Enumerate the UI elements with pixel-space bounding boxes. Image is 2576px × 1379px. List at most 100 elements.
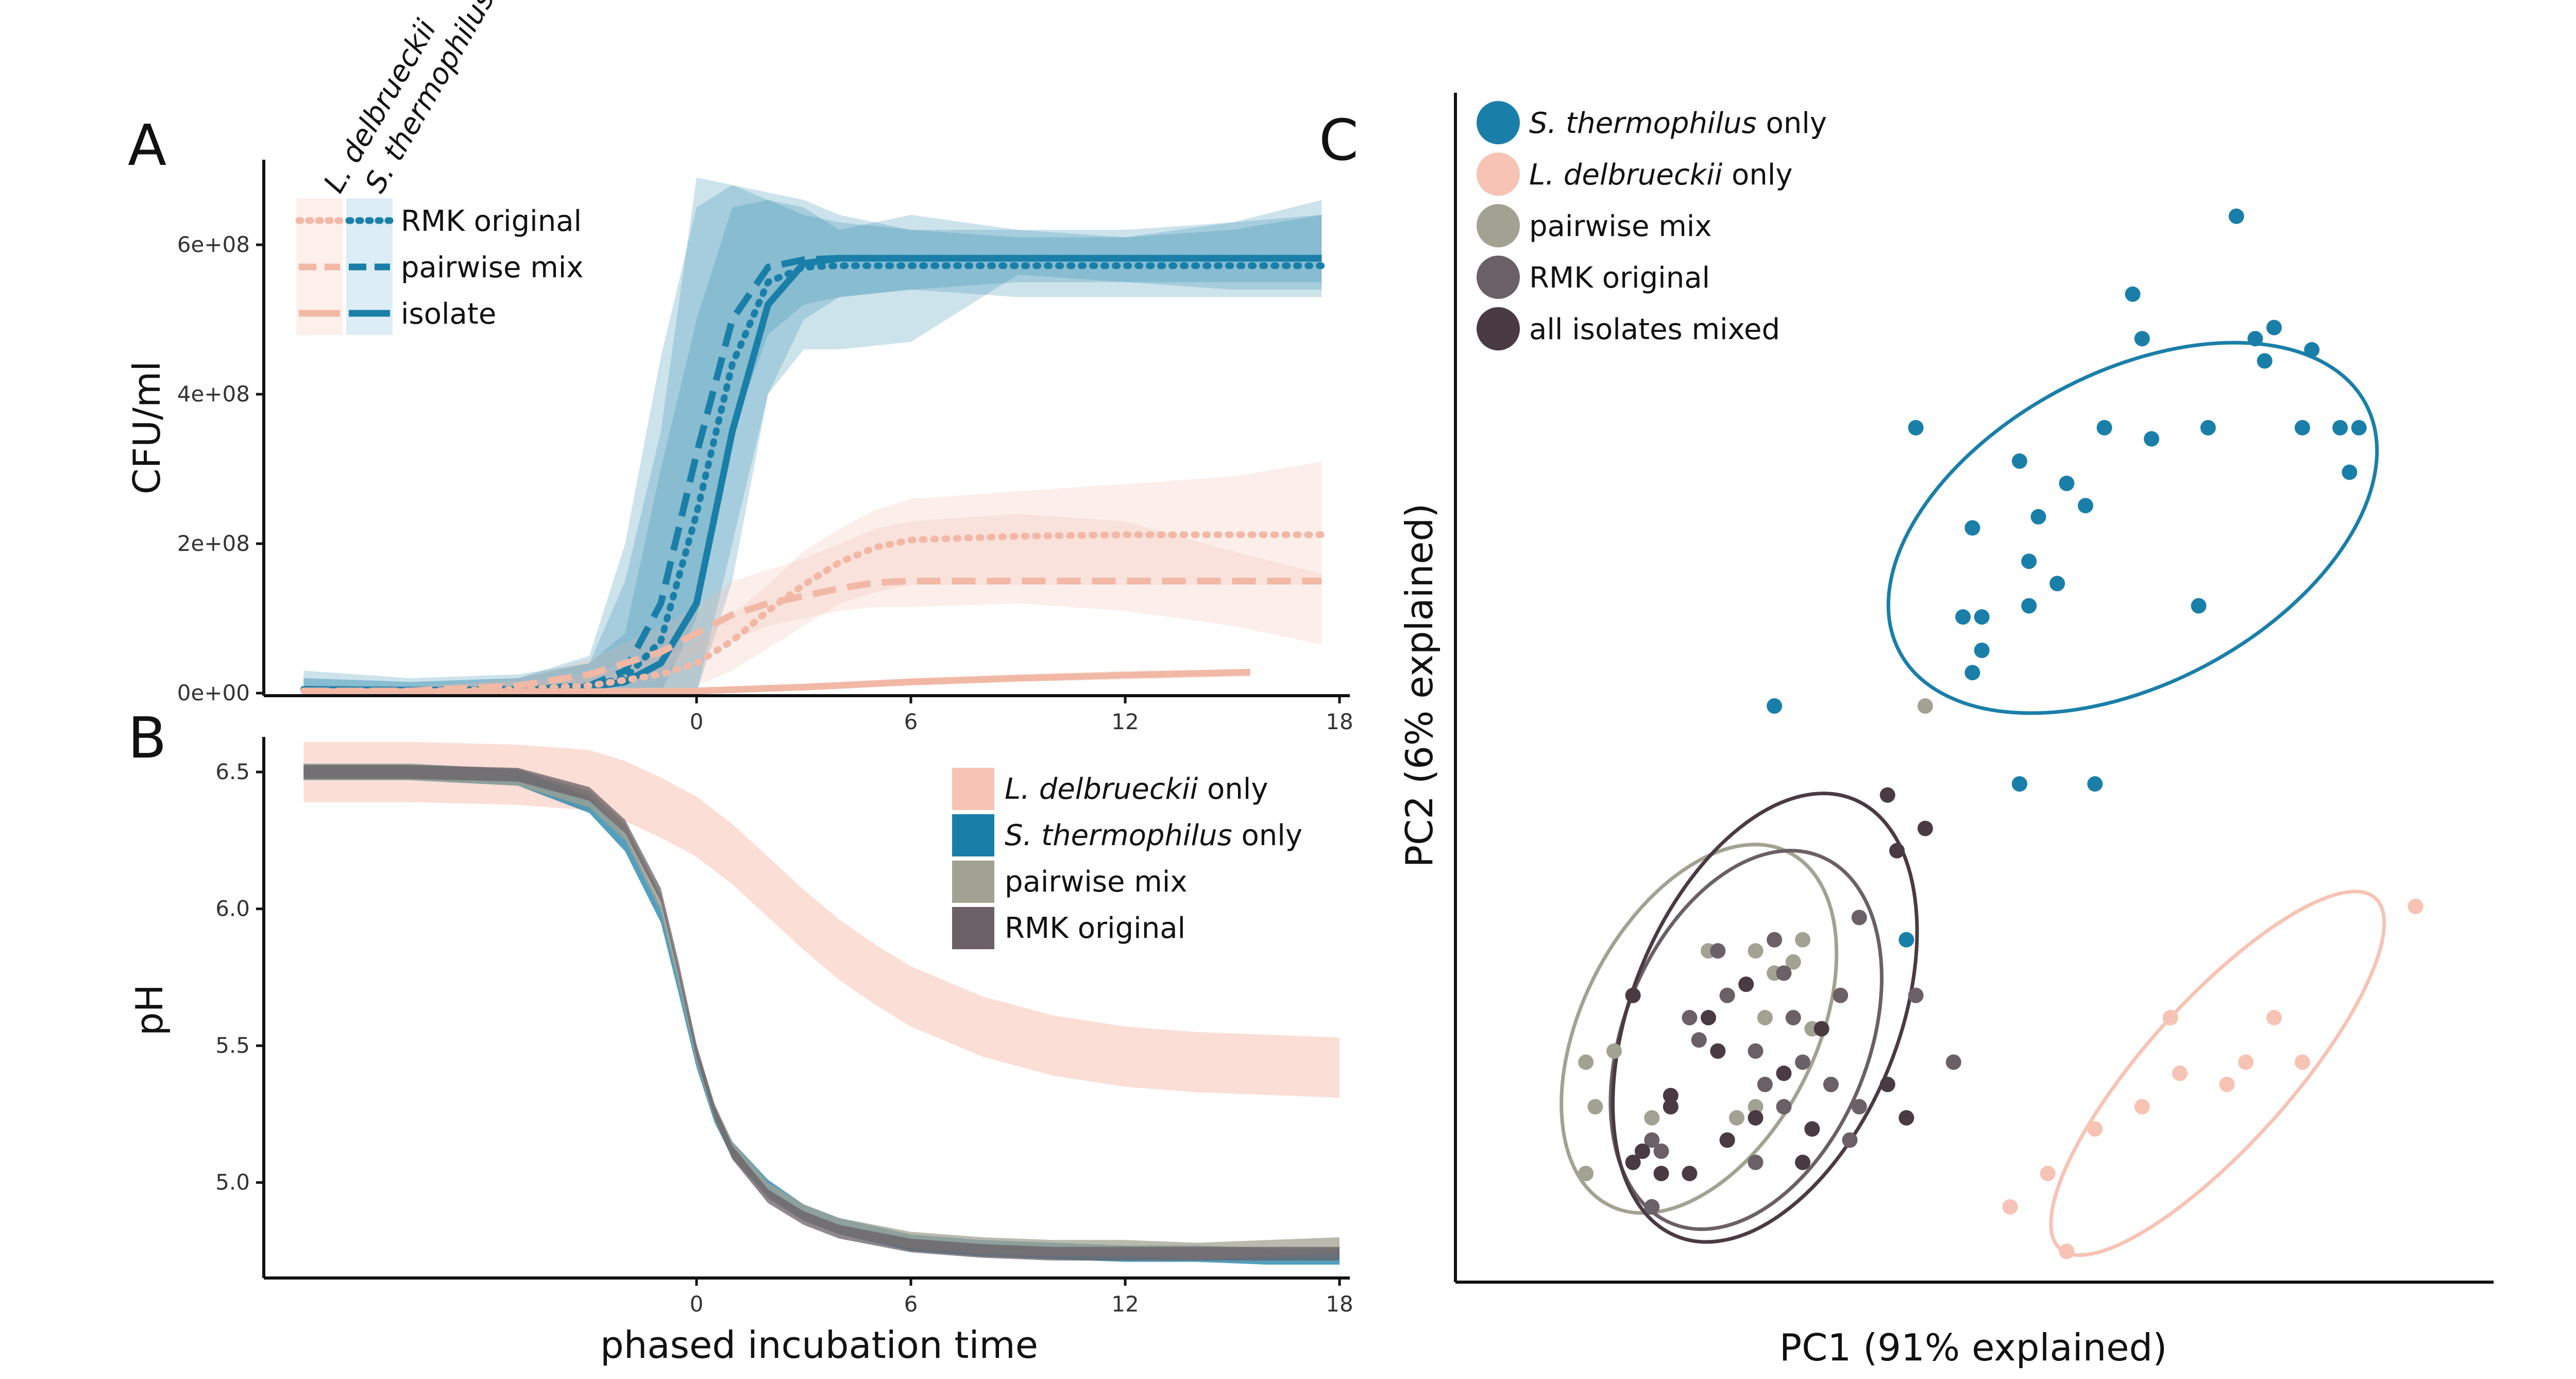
- ellipse-s-thermophilus-only: [1886, 341, 2379, 715]
- point-pairwise-mix: [1785, 954, 1801, 970]
- point-all-isolates-mixed: [1748, 1110, 1764, 1126]
- point-all-isolates-mixed: [1776, 1065, 1792, 1081]
- point-s-thermophilus-only: [1964, 665, 1980, 681]
- point-s-thermophilus-only: [1767, 698, 1783, 714]
- point-all-isolates-mixed: [1701, 1010, 1716, 1025]
- point-s-thermophilus-only: [2021, 598, 2037, 614]
- band-s-thermophilus-rmk-original: [303, 177, 1322, 693]
- point-pairwise-mix: [1606, 1043, 1622, 1059]
- point-s-thermophilus-only: [2030, 509, 2046, 525]
- line-l-delbrueckii-rmk-original: [300, 531, 1325, 695]
- panel-a-cfu-chart: 0e+00 2e+08 4e+08 6e+08 0 6 12 18 CFU/ml L. del…: [125, 0, 1353, 734]
- point-l-delbrueckii-only: [2294, 1054, 2310, 1070]
- point-s-thermophilus-only: [2332, 420, 2348, 435]
- a-ytick-label: 0e+00: [177, 680, 250, 705]
- legend-a-label-isolate: isolate: [401, 297, 496, 331]
- a-ytick-label: 6e+08: [177, 232, 250, 257]
- point-rmk-original: [1691, 1032, 1707, 1048]
- panel-b-legend: L. delbrueckii only S. thermophilus only p…: [952, 768, 1302, 949]
- point-all-isolates-mixed: [1710, 1043, 1726, 1059]
- point-s-thermophilus-only: [1974, 643, 1990, 658]
- legend-b-label-l-delbrueckii: L. delbrueckii only: [1005, 772, 1268, 806]
- b-ytick-label: 5.5: [215, 1033, 250, 1058]
- panel-b-ph-chart: 5.0 5.5 6.0 6.5 0 6 12 18 pH phased incubation …: [128, 737, 1353, 1367]
- point-pairwise-mix: [1578, 1166, 1594, 1182]
- point-s-thermophilus-only: [2351, 420, 2367, 435]
- point-s-thermophilus-only: [2134, 331, 2150, 347]
- point-s-thermophilus-only: [2087, 776, 2103, 792]
- point-l-delbrueckii-only: [2087, 1121, 2103, 1137]
- point-rmk-original: [1945, 1054, 1961, 1070]
- point-s-thermophilus-only: [2266, 319, 2282, 335]
- panel-b-bands: [303, 742, 1340, 1265]
- point-rmk-original: [1710, 943, 1726, 959]
- point-pairwise-mix: [1917, 698, 1933, 714]
- point-rmk-original: [1748, 1043, 1764, 1059]
- point-l-delbrueckii-only: [2219, 1077, 2235, 1092]
- point-l-delbrueckii-only: [2266, 1010, 2282, 1025]
- point-s-thermophilus-only: [1974, 609, 1990, 625]
- point-l-delbrueckii-only: [2040, 1166, 2056, 1182]
- panel-c-xlabel: PC1 (91% explained): [1780, 1326, 2167, 1369]
- point-s-thermophilus-only: [2191, 598, 2207, 614]
- panel-b-ylabel: pH: [128, 984, 171, 1036]
- point-rmk-original: [1719, 987, 1735, 1003]
- point-s-thermophilus-only: [2342, 464, 2358, 480]
- ph-band-l-delbrueckii-only: [303, 742, 1340, 1098]
- panel-label-a: A: [128, 112, 166, 178]
- point-all-isolates-mixed: [1653, 1166, 1669, 1182]
- point-pairwise-mix: [1578, 1054, 1594, 1070]
- point-pairwise-mix: [1757, 1010, 1773, 1025]
- legend-c-key-rmk-original: [1477, 256, 1520, 299]
- point-all-isolates-mixed: [1889, 843, 1905, 859]
- legend-b-swatch-pairwise-mix: [952, 861, 994, 903]
- panel-a-ylabel: CFU/ml: [125, 361, 168, 495]
- point-rmk-original: [1908, 987, 1924, 1003]
- point-all-isolates-mixed: [1795, 1154, 1810, 1170]
- point-all-isolates-mixed: [1804, 1121, 1820, 1137]
- legend-b-swatch-l-delbrueckii: [952, 768, 994, 810]
- point-rmk-original: [1682, 1010, 1698, 1025]
- point-rmk-original: [1767, 932, 1783, 948]
- point-rmk-original: [1785, 1010, 1801, 1025]
- legend-c-key-pairwise-mix: [1477, 204, 1520, 247]
- point-rmk-original: [1795, 1054, 1810, 1070]
- a-xtick-label: 12: [1111, 709, 1139, 734]
- a-xtick-label: 18: [1326, 709, 1353, 734]
- panel-c-legend: S. thermophilus only L. delbrueckii only p…: [1477, 101, 1827, 350]
- point-rmk-original: [1851, 910, 1867, 926]
- point-s-thermophilus-only: [1908, 420, 1924, 435]
- point-s-thermophilus-only: [2011, 776, 2027, 792]
- point-rmk-original: [1823, 1077, 1839, 1092]
- point-s-thermophilus-only: [2059, 476, 2075, 491]
- point-all-isolates-mixed: [1682, 1166, 1698, 1182]
- legend-a-label-pairwise: pairwise mix: [401, 251, 583, 284]
- point-s-thermophilus-only: [2200, 420, 2216, 435]
- panel-a-lines: [300, 255, 1325, 695]
- point-all-isolates-mixed: [1634, 1143, 1650, 1159]
- point-s-thermophilus-only: [2049, 576, 2065, 592]
- ellipse-all-isolates-mixed: [1611, 792, 1919, 1244]
- panel-label-c: C: [1319, 107, 1359, 173]
- point-l-delbrueckii-only: [2059, 1243, 2075, 1259]
- a-ytick-label: 2e+08: [177, 531, 250, 556]
- point-s-thermophilus-only: [2011, 453, 2027, 469]
- point-l-delbrueckii-only: [2238, 1054, 2254, 1070]
- legend-b-swatch-rmk-original: [952, 907, 994, 949]
- point-s-thermophilus-only: [1899, 932, 1914, 948]
- point-all-isolates-mixed: [1663, 1088, 1679, 1103]
- a-xtick-label: 0: [690, 709, 704, 734]
- ellipse-l-delbrueckii-only: [2049, 889, 2386, 1257]
- panel-a-ticks: 0e+00 2e+08 4e+08 6e+08 0 6 12 18: [177, 232, 1353, 734]
- point-rmk-original: [1776, 1099, 1792, 1115]
- point-pairwise-mix: [1748, 943, 1764, 959]
- legend-c-label-s-thermophilus: S. thermophilus only: [1529, 107, 1827, 140]
- point-pairwise-mix: [1587, 1099, 1603, 1115]
- point-s-thermophilus-only: [1964, 520, 1980, 536]
- panel-label-b: B: [128, 705, 166, 771]
- point-all-isolates-mixed: [1625, 987, 1641, 1003]
- legend-c-key-s-thermophilus: [1477, 101, 1520, 144]
- panel-c-pca-chart: PC1 (91% explained) PC2 (6% explained) S…: [1398, 93, 2494, 1369]
- point-s-thermophilus-only: [2247, 331, 2263, 347]
- panel-c-ylabel: PC2 (6% explained): [1398, 503, 1441, 868]
